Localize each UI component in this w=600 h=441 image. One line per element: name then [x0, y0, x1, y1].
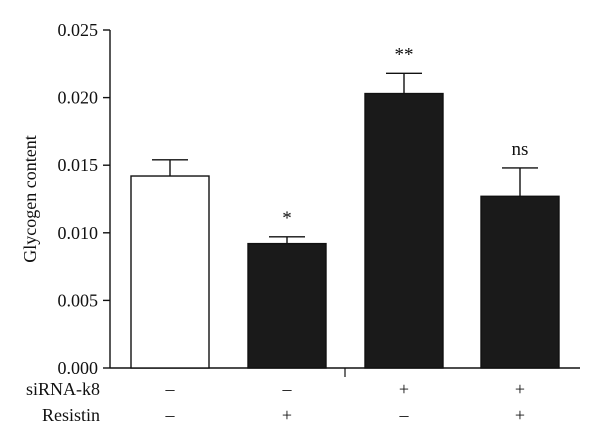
bar-2: [364, 92, 444, 369]
y-tick-label-2: 0.010: [58, 223, 99, 243]
sirna-cond-1: –: [282, 379, 293, 399]
resistin-cond-2: –: [399, 405, 410, 425]
resistin-cond-1: +: [282, 405, 292, 425]
sirna-cond-2: +: [399, 379, 409, 399]
sirna-row-label: siRNA-k8: [26, 379, 100, 399]
resistin-cond-3: +: [515, 405, 525, 425]
significance-label-1: *: [282, 208, 292, 229]
y-tick-label-1: 0.005: [58, 290, 99, 310]
y-tick-label-5: 0.025: [58, 20, 99, 40]
sirna-cond-3: +: [515, 379, 525, 399]
sirna-cond-0: –: [165, 379, 176, 399]
bar-1: [247, 242, 327, 369]
bar-0: [130, 175, 210, 369]
axes: 0.000 0.005 0.010 0.015 0.020 0.025 Glycogen c…: [20, 20, 580, 378]
y-tick-label-3: 0.015: [58, 155, 99, 175]
labels: – – * – + ** + – ns + + siRNA-k8 Resistin: [26, 44, 528, 425]
bar-3: [480, 195, 560, 369]
y-tick-label-4: 0.020: [58, 88, 99, 108]
y-tick-label-0: 0.000: [58, 358, 99, 378]
bars: [130, 72, 560, 369]
significance-label-2: **: [395, 44, 414, 65]
resistin-cond-0: –: [165, 405, 176, 425]
significance-label-3: ns: [512, 139, 529, 160]
resistin-row-label: Resistin: [42, 405, 100, 425]
y-axis-title: Glycogen content: [20, 135, 40, 262]
